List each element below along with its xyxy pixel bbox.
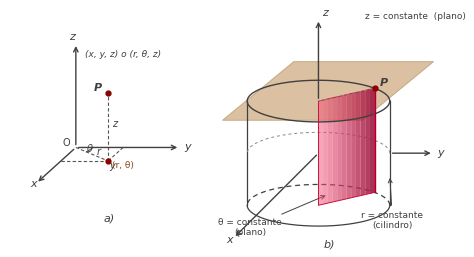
Text: θ = constante
(plano): θ = constante (plano) — [218, 196, 325, 237]
Text: z: z — [322, 8, 328, 18]
Polygon shape — [328, 98, 332, 203]
Polygon shape — [356, 91, 361, 197]
Text: z = constante  (plano): z = constante (plano) — [365, 12, 466, 21]
Text: (x, y, z) o (r, θ, z): (x, y, z) o (r, θ, z) — [85, 50, 162, 59]
Text: O: O — [63, 137, 70, 148]
Text: x: x — [30, 179, 36, 189]
Text: x: x — [226, 235, 233, 245]
Text: P: P — [93, 83, 101, 93]
Polygon shape — [351, 93, 356, 198]
Text: b): b) — [324, 240, 335, 250]
Polygon shape — [361, 90, 365, 196]
Polygon shape — [337, 96, 342, 201]
Polygon shape — [332, 97, 337, 202]
Text: (r, θ): (r, θ) — [112, 161, 134, 170]
Polygon shape — [370, 88, 374, 194]
Polygon shape — [342, 95, 346, 200]
Text: y: y — [109, 161, 115, 171]
Text: P: P — [380, 78, 388, 88]
Polygon shape — [319, 100, 323, 205]
Text: y: y — [184, 142, 191, 152]
Polygon shape — [323, 99, 328, 204]
Text: z: z — [69, 32, 75, 42]
Text: θ: θ — [87, 144, 93, 154]
Text: y: y — [438, 148, 444, 158]
Text: r = constante
(cilindro): r = constante (cilindro) — [362, 179, 423, 230]
Text: r: r — [97, 147, 101, 157]
Polygon shape — [346, 94, 351, 199]
Text: z: z — [112, 119, 117, 129]
Polygon shape — [365, 89, 370, 195]
Polygon shape — [222, 62, 434, 120]
Text: a): a) — [103, 213, 115, 223]
